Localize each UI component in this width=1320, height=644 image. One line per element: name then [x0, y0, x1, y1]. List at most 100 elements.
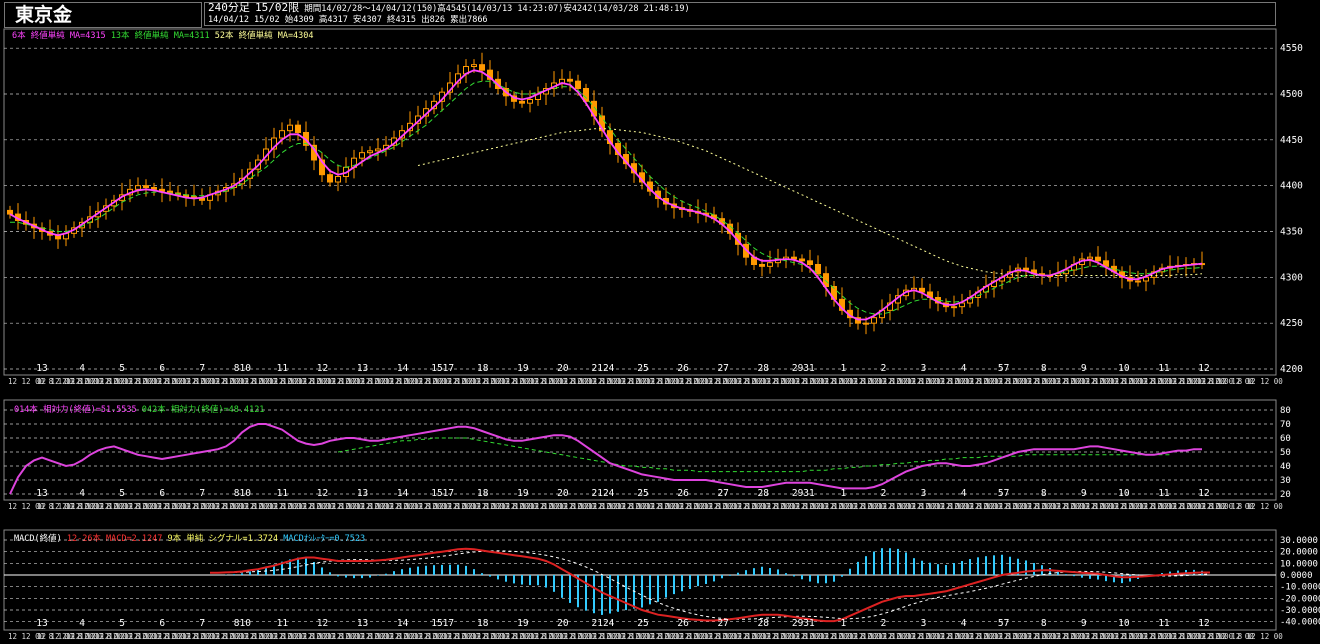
time-row-label: 12 12 00 8 12 12 00 — [1197, 502, 1283, 511]
time-row-label: 12 12 00 8 12 12 00 — [1110, 502, 1196, 511]
candle-body — [823, 273, 829, 287]
date-label-mid: 20 — [557, 488, 569, 499]
time-row-label: 12 12 00 8 12 12 00 — [66, 377, 152, 386]
time-row-label: 12 12 00 8 12 12 00 — [907, 502, 993, 511]
date-label-bot: 19 — [517, 618, 529, 629]
time-row-label: 12 12 00 8 12 12 00 — [414, 632, 500, 641]
date-label-top: 20 — [557, 363, 569, 374]
date-label-bot: 11 — [277, 618, 289, 629]
time-row-label: 12 12 00 8 12 12 00 — [472, 502, 558, 511]
time-row-label: 12 12 00 8 12 12 00 — [820, 632, 906, 641]
date-label-top: 7 — [199, 363, 205, 374]
date-label-mid: 57 — [998, 488, 1009, 499]
rsi42-line — [337, 437, 1170, 473]
time-row-label: 12 12 00 8 12 12 00 — [124, 377, 210, 386]
date-label-top: 13 — [357, 363, 368, 374]
time-row-label: 12 12 00 8 12 12 00 — [414, 502, 500, 511]
candle-body — [295, 124, 301, 133]
y-tick-label: 70 — [1280, 420, 1291, 430]
date-label-top: 8 — [1041, 363, 1047, 374]
date-label-top: 9 — [1081, 363, 1087, 374]
time-row-label: 12 12 00 8 12 12 00 — [530, 377, 616, 386]
time-row-label: 12 12 00 8 12 12 00 — [878, 502, 964, 511]
time-row-label: 12 12 00 8 12 12 00 — [617, 377, 703, 386]
time-row-label: 12 12 00 8 12 12 00 — [298, 502, 384, 511]
time-row-label: 12 12 00 8 12 12 00 — [37, 632, 123, 641]
time-row-label: 12 12 00 8 12 12 00 — [153, 377, 239, 386]
date-label-mid: 27 — [717, 488, 728, 499]
time-row-label: 12 12 00 8 12 12 00 — [211, 632, 297, 641]
time-row-label: 12 12 00 8 12 12 00 — [936, 377, 1022, 386]
candle-body — [135, 185, 141, 190]
time-row-label: 12 12 00 8 12 12 00 — [1052, 377, 1138, 386]
time-row-label: 12 12 00 8 12 12 00 — [646, 632, 732, 641]
panel-border-2 — [3, 529, 1277, 631]
y-tick-label: 20 — [1280, 490, 1291, 500]
date-label-mid: 9 — [1081, 488, 1087, 499]
time-row-label: 12 12 00 8 12 12 00 — [298, 632, 384, 641]
time-row-label: 12 12 00 8 12 12 00 — [1168, 502, 1254, 511]
date-label-bot: 6 — [159, 618, 165, 629]
time-row-label: 12 12 00 8 12 12 00 — [443, 377, 529, 386]
legend-macd-title: MACD(終値) — [14, 534, 62, 544]
candle-body — [287, 124, 293, 132]
date-label-bot: 14 — [397, 618, 409, 629]
time-row-label: 12 12 00 8 12 12 00 — [501, 502, 587, 511]
date-label-mid: 5 — [119, 488, 125, 499]
date-label-mid: 7 — [199, 488, 205, 499]
date-label-top: 2 — [881, 363, 887, 374]
time-row-label: 12 12 00 8 12 12 00 — [240, 502, 326, 511]
date-label-bot: 57 — [998, 618, 1009, 629]
time-row-label: 12 12 00 8 12 12 00 — [153, 502, 239, 511]
time-row-label: 12 12 00 8 12 12 00 — [66, 502, 152, 511]
time-row-label: 12 12 00 8 12 12 00 — [878, 377, 964, 386]
time-row-label: 12 12 00 8 12 12 00 — [675, 377, 761, 386]
ma6-line — [9, 69, 1203, 321]
date-label-mid: 13 — [357, 488, 368, 499]
time-row-label: 12 12 00 8 12 12 00 — [1139, 377, 1225, 386]
time-row-label: 12 12 00 8 12 12 00 — [211, 377, 297, 386]
time-row-label: 12 12 00 8 12 12 00 — [211, 502, 297, 511]
y-tick-label: 60 — [1280, 434, 1291, 444]
time-row-label: 12 12 00 8 12 12 00 — [298, 377, 384, 386]
legend-ma6: 6本 終値単純 MA=4315 — [12, 31, 106, 41]
date-label-top: 12 — [1198, 363, 1209, 374]
timeframe-label: 240分足 — [208, 1, 250, 14]
time-row-label: 12 12 00 8 12 12 00 — [588, 632, 674, 641]
time-row-label: 12 12 00 8 12 12 00 — [530, 632, 616, 641]
candle-body — [151, 187, 157, 190]
candle-body — [199, 198, 205, 201]
time-row-label: 12 12 00 8 12 12 00 — [356, 502, 442, 511]
time-row-label: 12 12 00 8 12 12 00 — [1023, 632, 1109, 641]
candle-body — [519, 100, 525, 104]
ma52-line — [417, 128, 1203, 276]
low-summary: 安4242(14/03/28 21:48:19) — [563, 4, 690, 14]
time-row-label: 12 12 00 8 12 12 00 — [965, 502, 1051, 511]
date-label-mid: 28 — [758, 488, 770, 499]
time-row-label: 12 12 00 8 12 12 00 — [704, 377, 790, 386]
time-row-label: 12 12 00 8 12 12 00 — [878, 632, 964, 641]
time-row-label: 12 12 00 8 12 12 00 — [791, 377, 877, 386]
date-label-top: 4 — [961, 363, 967, 374]
candle-body — [567, 78, 573, 82]
candle-body — [767, 262, 773, 267]
legend-ma52: 52本 終値単純 MA=4304 — [214, 31, 314, 41]
y-tick-label: 30 — [1280, 476, 1291, 486]
date-label-bot: 5 — [119, 618, 125, 629]
time-row-label: 12 12 00 8 12 12 00 — [791, 632, 877, 641]
time-row-label: 12 12 00 8 12 12 00 — [994, 502, 1080, 511]
time-row-label: 12 12 00 8 12 12 00 — [240, 377, 326, 386]
candle-body — [7, 209, 13, 215]
time-row-label: 12 12 00 8 12 12 00 — [849, 632, 935, 641]
y-tick-label: 4300 — [1280, 272, 1303, 283]
time-row-label: 12 12 00 8 12 12 00 — [95, 377, 181, 386]
time-row-label: 12 12 00 8 12 12 00 — [936, 502, 1022, 511]
date-label-top: 1517 — [431, 363, 454, 374]
y-tick-label: 4350 — [1280, 227, 1303, 238]
date-label-bot: 2931 — [792, 618, 815, 629]
date-label-mid: 25 — [637, 488, 648, 499]
time-row-label: 12 12 00 8 12 12 00 — [37, 502, 123, 511]
date-label-top: 14 — [397, 363, 409, 374]
time-row-label: 12 12 00 8 12 12 00 — [182, 502, 268, 511]
